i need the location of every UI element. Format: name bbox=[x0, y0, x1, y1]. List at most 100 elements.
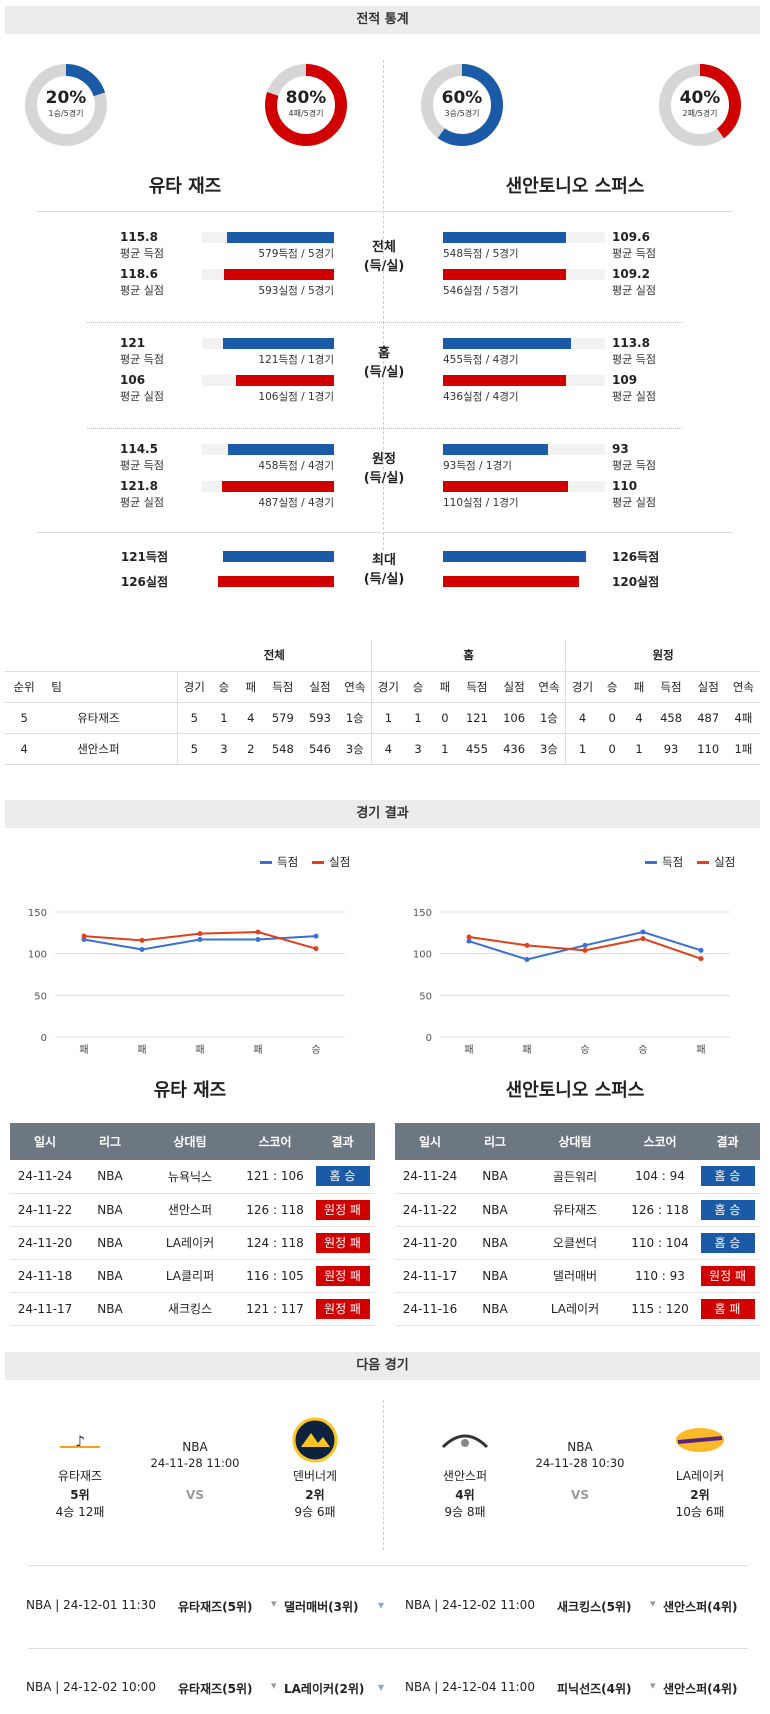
table-row[interactable]: 24-11-20 NBA 오클썬더 110 : 104 홈 승 bbox=[395, 1226, 760, 1260]
divider bbox=[37, 211, 732, 212]
stat-center-sub: (득/실) bbox=[363, 471, 405, 486]
table-cell: 댈러매버 bbox=[525, 1259, 625, 1293]
max-center-label: 최대 bbox=[372, 553, 396, 568]
column-header[interactable]: 실점 bbox=[301, 671, 339, 703]
stat-right-num: 109.2 bbox=[612, 267, 650, 281]
stat-left-num: 121.8 bbox=[120, 479, 158, 493]
results-table: 일시 리그 상대팀 스코어 결과 24-11-24 NBA 골든워리 104 : 94 홈 승 24… bbox=[395, 1123, 760, 1326]
next-home-team[interactable]: ♪ 유타재즈 5위 4승 12패 bbox=[35, 1415, 125, 1520]
table-cell: 121 bbox=[458, 702, 496, 734]
column-header[interactable]: 패 bbox=[625, 671, 653, 703]
next-away-team[interactable]: 덴버너게 2위 9승 6패 bbox=[270, 1415, 360, 1520]
section-header-results: 경기 결과 bbox=[5, 800, 760, 828]
column-header[interactable]: 연속 bbox=[532, 671, 567, 703]
table-cell: 124 : 118 bbox=[240, 1226, 310, 1260]
result-badge: 원정 패 bbox=[315, 1298, 370, 1319]
upcoming-game-row[interactable]: NBA | 24-12-02 11:00 새크킹스(5위) ▾ 샌안스퍼(4위) bbox=[405, 1597, 765, 1618]
upcoming-game-row[interactable]: NBA | 24-12-01 11:30 유타재즈(5위) ▾ 댈러매버(3위) bbox=[26, 1597, 386, 1618]
donut-percent: 40% bbox=[679, 88, 721, 108]
upcoming-game-row[interactable]: NBA | 24-12-02 10:00 유타재즈(5위) ▾ LA레이커(2위) bbox=[26, 1679, 386, 1700]
table-row[interactable]: 4 샌안스퍼 5 3 2 548 546 3승 4 3 1 455 436 3승 1 0 1 93 110 1패 bbox=[5, 733, 760, 765]
table-cell: 5 bbox=[5, 702, 44, 734]
column-header[interactable]: 득점 bbox=[458, 671, 496, 703]
table-row[interactable]: 5 유타재즈 5 1 4 579 593 1승 1 1 0 121 106 1승 4 0 4 458 487 4패 bbox=[5, 702, 760, 734]
column-header[interactable]: 승 bbox=[598, 671, 626, 703]
chevron-down-icon: ▾ bbox=[378, 1680, 385, 1694]
next-away-team[interactable]: LA레이커 2위 10승 6패 bbox=[655, 1415, 745, 1520]
result-cell: 원정 패 bbox=[310, 1226, 375, 1260]
result-badge: 원정 패 bbox=[315, 1265, 370, 1286]
result-badge: 홈 승 bbox=[315, 1166, 370, 1187]
table-cell: 0 bbox=[598, 733, 626, 765]
x-tick-label: 패 bbox=[696, 1044, 705, 1056]
column-header[interactable]: 팀 bbox=[43, 671, 178, 703]
result-cell: 홈 승 bbox=[695, 1226, 760, 1260]
data-point bbox=[582, 947, 588, 953]
column-header[interactable]: 득점 bbox=[264, 671, 302, 703]
column-header[interactable]: 패 bbox=[431, 671, 459, 703]
table-row[interactable]: 24-11-16 NBA LA레이커 115 : 120 홈 패 bbox=[395, 1292, 760, 1326]
upcoming-info: NBA | 24-12-02 10:00 bbox=[26, 1680, 156, 1694]
bar-caption: 593실점 / 5경기 bbox=[258, 285, 334, 297]
upcoming-team2: 샌안스퍼(4위) bbox=[663, 1682, 738, 1696]
table-row[interactable]: 24-11-17 NBA 새크킹스 121 : 117 원정 패 bbox=[10, 1292, 375, 1326]
logo-text: ♪ bbox=[75, 1432, 85, 1451]
team-left-title: 유타 재즈 bbox=[148, 176, 222, 197]
donut-percent: 60% bbox=[441, 88, 483, 108]
table-cell: NBA bbox=[465, 1193, 525, 1227]
result-badge: 홈 승 bbox=[700, 1199, 755, 1220]
donut-sub: 2패/5경기 bbox=[682, 109, 718, 118]
column-header[interactable]: 경기 bbox=[371, 671, 405, 703]
column-header[interactable]: 패 bbox=[237, 671, 265, 703]
table-cell: 뉴욕닉스 bbox=[140, 1160, 240, 1194]
team-record: 9승 8패 bbox=[444, 1505, 486, 1519]
table-cell: 24-11-17 bbox=[10, 1292, 80, 1326]
result-cell: 원정 패 bbox=[310, 1193, 375, 1227]
group-header-row: 전체 홈 원정 bbox=[5, 640, 760, 672]
stat-right-num: 93 bbox=[612, 442, 629, 456]
column-header[interactable]: 실점 bbox=[689, 671, 727, 703]
line-chart: 0 50 100 150 패 패 패 패 승 bbox=[28, 908, 345, 1056]
upcoming-team1: 유타재즈(5위) bbox=[178, 1600, 253, 1614]
table-cell: 골든워리 bbox=[525, 1160, 625, 1194]
column-header[interactable]: 승 bbox=[404, 671, 432, 703]
result-badge: 홈 승 bbox=[700, 1166, 755, 1187]
table-cell: 1승 bbox=[338, 702, 373, 734]
column-header[interactable]: 경기 bbox=[177, 671, 211, 703]
dotted-divider bbox=[87, 322, 682, 323]
column-header[interactable]: 순위 bbox=[5, 671, 44, 703]
upcoming-info: NBA | 24-12-02 11:00 bbox=[405, 1598, 535, 1612]
table-cell: 487 bbox=[689, 702, 727, 734]
section-header-record: 전적 통계 bbox=[5, 6, 760, 34]
table-cell: 436 bbox=[495, 733, 533, 765]
column-header[interactable]: 실점 bbox=[495, 671, 533, 703]
column-header[interactable]: 연속 bbox=[726, 671, 760, 703]
team-name: 유타재즈 bbox=[57, 1469, 103, 1483]
column-header[interactable]: 승 bbox=[210, 671, 238, 703]
table-row[interactable]: 24-11-24 NBA 뉴욕닉스 121 : 106 홈 승 bbox=[10, 1160, 375, 1194]
column-header[interactable]: 경기 bbox=[565, 671, 599, 703]
table-cell: 1패 bbox=[726, 733, 760, 765]
stat-center-label: 원정 bbox=[372, 452, 396, 467]
table-cell: 93 bbox=[652, 733, 690, 765]
table-row[interactable]: 24-11-18 NBA LA클리퍼 116 : 105 원정 패 bbox=[10, 1259, 375, 1293]
next-home-team[interactable]: 샌안스퍼 4위 9승 8패 bbox=[420, 1415, 510, 1520]
upcoming-info: NBA | 24-12-01 11:30 bbox=[26, 1598, 156, 1612]
donut-arc bbox=[25, 64, 107, 146]
table-row[interactable]: 24-11-22 NBA 샌안스퍼 126 : 118 원정 패 bbox=[10, 1193, 375, 1227]
scored-bar bbox=[443, 338, 571, 349]
bar-caption: 548득점 / 5경기 bbox=[443, 248, 519, 260]
donut-chart bbox=[659, 64, 741, 146]
column-header[interactable]: 득점 bbox=[652, 671, 690, 703]
table-row[interactable]: 24-11-22 NBA 유타재즈 126 : 118 홈 승 bbox=[395, 1193, 760, 1227]
y-tick-label: 0 bbox=[41, 1033, 47, 1044]
data-point bbox=[255, 937, 261, 942]
next-divider bbox=[383, 1400, 384, 1550]
table-row[interactable]: 24-11-24 NBA 골든워리 104 : 94 홈 승 bbox=[395, 1160, 760, 1194]
table-row[interactable]: 24-11-20 NBA LA레이커 124 : 118 원정 패 bbox=[10, 1226, 375, 1260]
team-rank: 4위 bbox=[455, 1488, 475, 1502]
table-row[interactable]: 24-11-17 NBA 댈러매버 110 : 93 원정 패 bbox=[395, 1259, 760, 1293]
data-point bbox=[197, 931, 203, 937]
column-header[interactable]: 연속 bbox=[338, 671, 373, 703]
upcoming-game-row[interactable]: NBA | 24-12-04 11:00 피닉선즈(4위) ▾ 샌안스퍼(4위) bbox=[405, 1679, 765, 1700]
